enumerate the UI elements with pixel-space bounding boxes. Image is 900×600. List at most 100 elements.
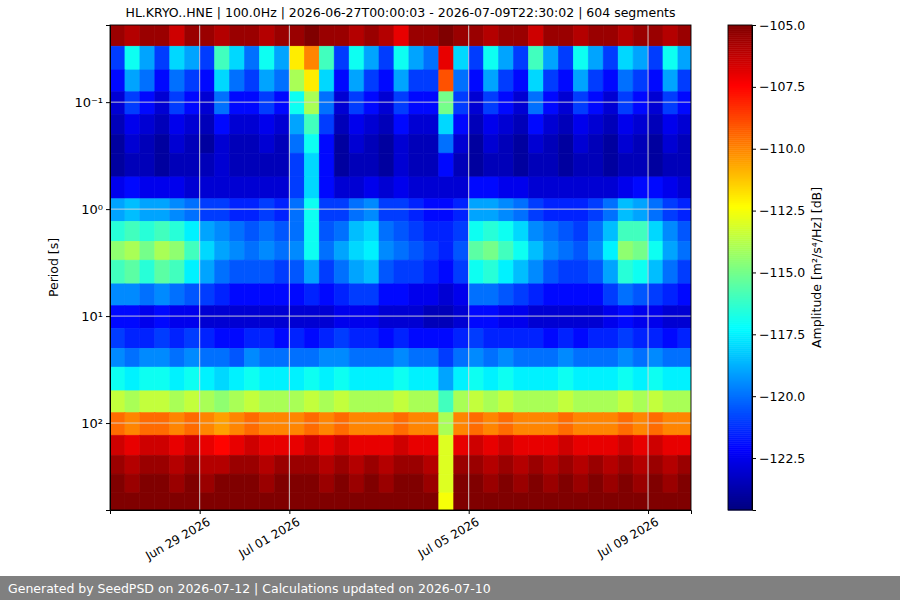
cell xyxy=(528,284,543,306)
cell xyxy=(603,241,618,260)
cell xyxy=(200,92,215,115)
cell xyxy=(484,391,499,413)
cell xyxy=(125,25,140,46)
cell xyxy=(259,153,274,177)
cell xyxy=(319,46,334,70)
cell xyxy=(514,413,529,436)
cell xyxy=(364,153,379,177)
cell xyxy=(424,25,439,46)
cell xyxy=(200,306,215,329)
grid-line-x xyxy=(648,25,649,510)
cell xyxy=(170,134,185,153)
cell xyxy=(394,92,409,115)
cell xyxy=(110,391,125,413)
cell xyxy=(200,153,215,177)
cell xyxy=(170,46,185,70)
cell xyxy=(289,493,304,510)
cell xyxy=(394,474,409,493)
cell xyxy=(663,391,678,413)
cell xyxy=(394,114,409,134)
cell xyxy=(274,92,289,115)
cell xyxy=(140,284,155,306)
cell xyxy=(364,474,379,493)
cell xyxy=(334,92,349,115)
cell xyxy=(379,241,394,260)
cell xyxy=(394,493,409,510)
cell xyxy=(274,221,289,241)
cell xyxy=(394,306,409,329)
cell xyxy=(424,221,439,241)
cell xyxy=(215,153,230,177)
cell xyxy=(558,46,573,70)
cell xyxy=(274,199,289,222)
cell xyxy=(230,435,245,455)
cell xyxy=(200,284,215,306)
cell xyxy=(394,391,409,413)
cell xyxy=(439,134,454,153)
cell xyxy=(245,134,260,153)
cell xyxy=(499,435,514,455)
cell xyxy=(364,46,379,70)
cell xyxy=(633,284,648,306)
cell xyxy=(648,367,663,391)
cell xyxy=(349,413,364,436)
cell xyxy=(110,435,125,455)
cell xyxy=(200,493,215,510)
cell xyxy=(588,348,603,367)
colorbar-tick-label: −107.5 xyxy=(759,79,805,94)
cell xyxy=(394,134,409,153)
cell xyxy=(439,391,454,413)
cell xyxy=(618,260,633,284)
footer-band xyxy=(0,576,900,600)
x-tick-mark xyxy=(648,510,649,514)
cell xyxy=(514,367,529,391)
cell xyxy=(648,46,663,70)
cell xyxy=(499,134,514,153)
cell xyxy=(304,413,319,436)
cell xyxy=(499,25,514,46)
cell xyxy=(663,153,678,177)
cell xyxy=(603,153,618,177)
cell xyxy=(289,177,304,199)
cell xyxy=(379,391,394,413)
colorbar-tick-label: −117.5 xyxy=(759,327,805,342)
cell xyxy=(663,177,678,199)
cell xyxy=(200,221,215,241)
cell xyxy=(558,328,573,348)
cell xyxy=(155,199,170,222)
cell xyxy=(215,493,230,510)
cell xyxy=(274,284,289,306)
cell xyxy=(170,284,185,306)
cell xyxy=(454,348,469,367)
cell xyxy=(573,391,588,413)
cell xyxy=(319,493,334,510)
cell xyxy=(289,114,304,134)
cell xyxy=(499,367,514,391)
grid-line-x xyxy=(289,25,290,510)
cell xyxy=(528,413,543,436)
cell xyxy=(200,199,215,222)
cell xyxy=(245,435,260,455)
cell xyxy=(678,435,691,455)
cell xyxy=(230,70,245,92)
x-tick-mark xyxy=(469,510,470,514)
cell xyxy=(349,92,364,115)
cell xyxy=(125,92,140,115)
cell xyxy=(289,70,304,92)
cell xyxy=(469,134,484,153)
chart-container: Jun 29 2026Jul 01 2026Jul 05 2026Jul 09 … xyxy=(0,0,900,600)
cell xyxy=(245,199,260,222)
colorbar-axis: −105.0−107.5−110.0−112.5−115.0−117.5−120… xyxy=(752,18,805,511)
cell xyxy=(259,221,274,241)
cell xyxy=(543,70,558,92)
cell xyxy=(259,134,274,153)
cell xyxy=(558,367,573,391)
cell xyxy=(409,114,424,134)
cell xyxy=(245,367,260,391)
cell xyxy=(514,134,529,153)
cell xyxy=(484,284,499,306)
cell xyxy=(170,306,185,329)
cell xyxy=(528,92,543,115)
cell xyxy=(573,413,588,436)
cell xyxy=(528,46,543,70)
